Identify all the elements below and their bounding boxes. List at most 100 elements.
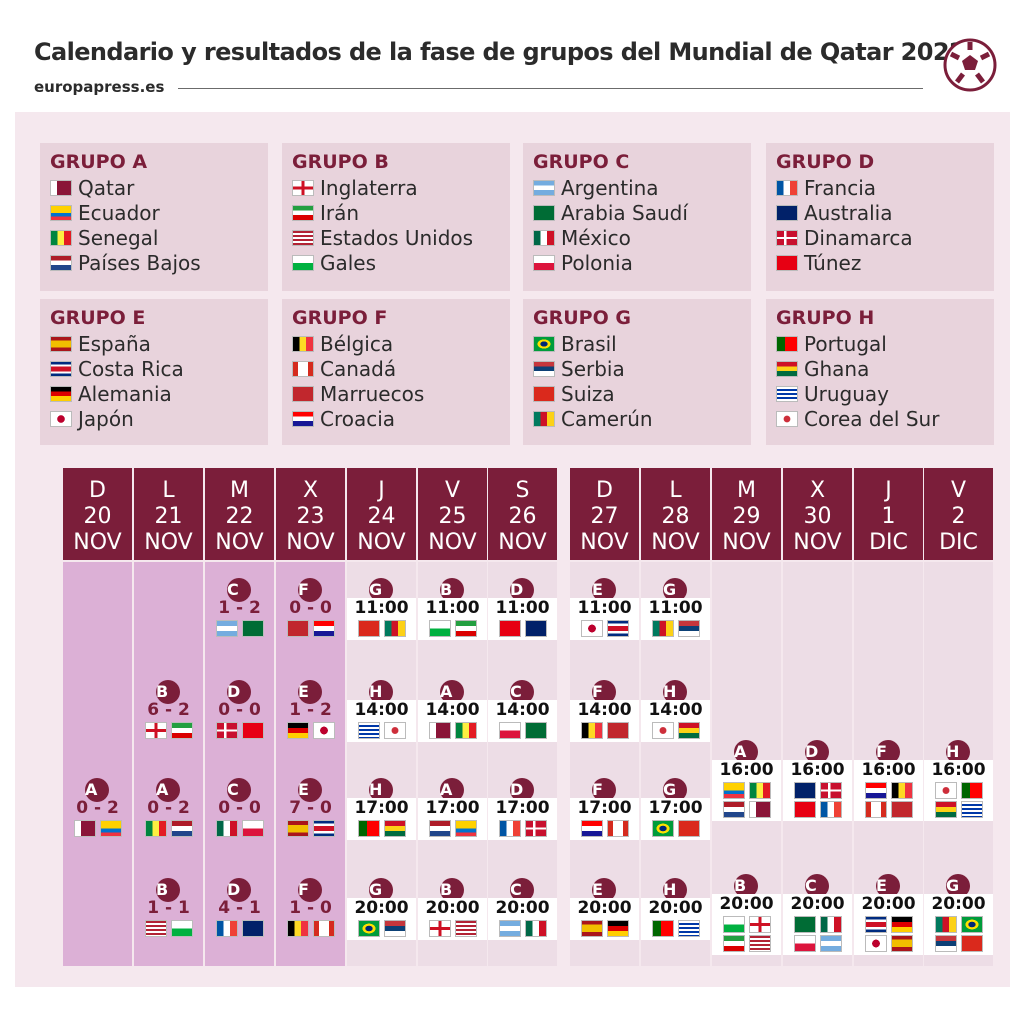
- flag-icon: [606, 920, 629, 937]
- match-card: 20:00: [488, 898, 557, 940]
- match-flags: [276, 820, 345, 837]
- flag-icon: [793, 916, 816, 933]
- day-header: S 26 NOV: [488, 468, 557, 560]
- match-card: 11:00: [570, 598, 639, 640]
- match-flags: [418, 920, 487, 937]
- team-name: Costa Rica: [78, 356, 184, 381]
- flag-icon: [864, 801, 887, 818]
- match-card: 14:00: [347, 700, 416, 742]
- flag-icon: [748, 916, 771, 933]
- flag-icon: [50, 204, 72, 221]
- team-name: Estados Unidos: [320, 225, 474, 250]
- flag-icon: [428, 920, 451, 937]
- match-flags: [205, 620, 274, 637]
- team-name: Qatar: [78, 175, 135, 200]
- flag-icon: [651, 820, 674, 837]
- team-row: Alemania: [50, 381, 268, 406]
- flag-icon: [312, 722, 335, 739]
- match-time: 14:00: [354, 700, 409, 720]
- flag-icon: [498, 920, 521, 937]
- day-header: V 25 NOV: [418, 468, 487, 560]
- match-time: 16:00: [790, 760, 845, 780]
- team-row: Gales: [292, 250, 510, 275]
- group-box: GRUPO H Portugal Ghana Uruguay Corea del Sur: [766, 299, 994, 445]
- team-name: Suiza: [561, 381, 615, 406]
- match-flags: [641, 620, 710, 637]
- match-time: 16:00: [931, 760, 986, 780]
- match-flags: [488, 620, 557, 637]
- team-name: Serbia: [561, 356, 625, 381]
- match-score: 0 - 2: [76, 798, 119, 818]
- flag-icon: [357, 620, 380, 637]
- team-row: Bélgica: [292, 331, 510, 356]
- day-header: D 27 NOV: [570, 468, 639, 560]
- match-flags: [924, 916, 993, 933]
- match-flags: [205, 722, 274, 739]
- match-card: 17:00: [418, 798, 487, 840]
- match-time: 11:00: [425, 598, 480, 618]
- match-flags: [418, 820, 487, 837]
- match-time: 17:00: [425, 798, 480, 818]
- flag-icon: [241, 722, 264, 739]
- team-row: Senegal: [50, 225, 268, 250]
- match-time: 17:00: [354, 798, 409, 818]
- flag-icon: [170, 920, 193, 937]
- group-badge: E: [298, 778, 322, 802]
- team-row: Argentina: [533, 175, 751, 200]
- match-card: 16:00: [924, 760, 993, 821]
- match-flags: [854, 801, 923, 818]
- match-flags: [854, 935, 923, 952]
- match-flags: [783, 782, 852, 799]
- match-card: 17:00: [347, 798, 416, 840]
- flag-icon: [292, 360, 314, 377]
- flag-icon: [241, 920, 264, 937]
- flag-icon: [241, 820, 264, 837]
- day-header-weekday: M: [230, 478, 249, 503]
- flag-icon: [292, 229, 314, 246]
- flag-icon: [357, 920, 380, 937]
- team-name: Croacia: [320, 406, 396, 431]
- flag-icon: [722, 801, 745, 818]
- flag-icon: [50, 254, 72, 271]
- group-badge: E: [298, 680, 322, 704]
- match-score: 0 - 2: [147, 798, 190, 818]
- day-header-weekday: J: [885, 478, 892, 503]
- day-header-month: NOV: [357, 530, 406, 555]
- match-card: 14:00: [641, 700, 710, 742]
- flag-icon: [651, 722, 674, 739]
- flag-icon: [819, 916, 842, 933]
- match-time: 14:00: [648, 700, 703, 720]
- flag-icon: [498, 722, 521, 739]
- match-score: 7 - 0: [289, 798, 332, 818]
- flag-icon: [454, 722, 477, 739]
- day-header-weekday: V: [950, 478, 967, 503]
- flag-icon: [215, 820, 238, 837]
- flag-icon: [241, 620, 264, 637]
- match-flags: [641, 820, 710, 837]
- team-name: Bélgica: [320, 331, 394, 356]
- team-name: Senegal: [78, 225, 159, 250]
- match-card: 20:00: [924, 894, 993, 955]
- team-name: Gales: [320, 250, 377, 275]
- flag-icon: [934, 782, 957, 799]
- day-header-month: NOV: [144, 530, 193, 555]
- match-time: 16:00: [861, 760, 916, 780]
- flag-icon: [651, 620, 674, 637]
- flag-icon: [498, 820, 521, 837]
- team-row: Ghana: [776, 356, 994, 381]
- flag-icon: [890, 782, 913, 799]
- flag-icon: [722, 935, 745, 952]
- flag-icon: [292, 385, 314, 402]
- match-card: 0 - 0: [276, 598, 345, 640]
- flag-icon: [383, 722, 406, 739]
- team-name: Ghana: [804, 356, 870, 381]
- match-flags: [712, 782, 781, 799]
- flag-icon: [793, 935, 816, 952]
- team-row: Costa Rica: [50, 356, 268, 381]
- flag-icon: [99, 820, 122, 837]
- group-name: GRUPO C: [533, 151, 630, 173]
- team-row: Dinamarca: [776, 225, 994, 250]
- team-name: Países Bajos: [78, 250, 201, 275]
- match-flags: [488, 820, 557, 837]
- flag-icon: [960, 935, 983, 952]
